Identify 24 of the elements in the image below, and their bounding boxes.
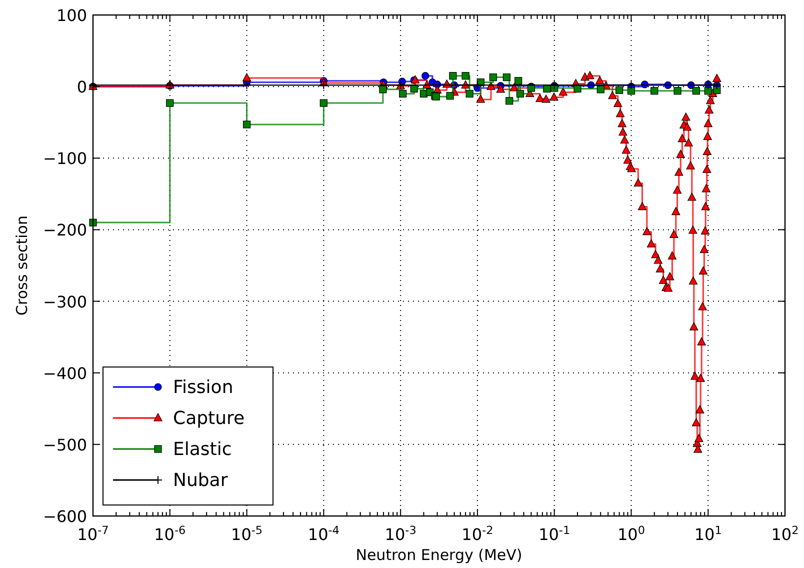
- x-tick-label: 10$^{-2}$: [462, 524, 494, 544]
- x-tick-label: 10$^{-4}$: [308, 524, 340, 544]
- y-tick-label: 100: [56, 6, 87, 25]
- y-tick-label: −500: [43, 435, 87, 454]
- x-tick-label: 10$^{2}$: [771, 524, 799, 544]
- y-tick-label: −600: [43, 507, 87, 526]
- y-tick-label: −100: [43, 149, 87, 168]
- y-tick-label: −400: [43, 364, 87, 383]
- x-tick-label: 10$^{1}$: [694, 524, 722, 544]
- x-tick-label: 10$^{-7}$: [77, 524, 109, 544]
- x-tick-label: 10$^{-1}$: [538, 524, 570, 544]
- x-axis-title: Neutron Energy (MeV): [356, 546, 522, 564]
- x-tick-label: 10$^{-3}$: [384, 524, 416, 544]
- y-tick-label: 0: [76, 78, 87, 97]
- y-tick-label: −200: [43, 220, 87, 240]
- legend-label: Elastic: [173, 439, 232, 460]
- x-tick-label: 10$^{0}$: [617, 524, 645, 544]
- x-tick-label: 10$^{-6}$: [154, 524, 186, 544]
- y-tick-label: −300: [43, 292, 87, 312]
- y-axis-title: Cross section: [13, 216, 31, 316]
- legend-label: Capture: [173, 408, 245, 429]
- legend-label: Nubar: [173, 470, 228, 491]
- legend-label: Fission: [173, 377, 234, 398]
- x-tick-label: 10$^{-5}$: [231, 524, 263, 544]
